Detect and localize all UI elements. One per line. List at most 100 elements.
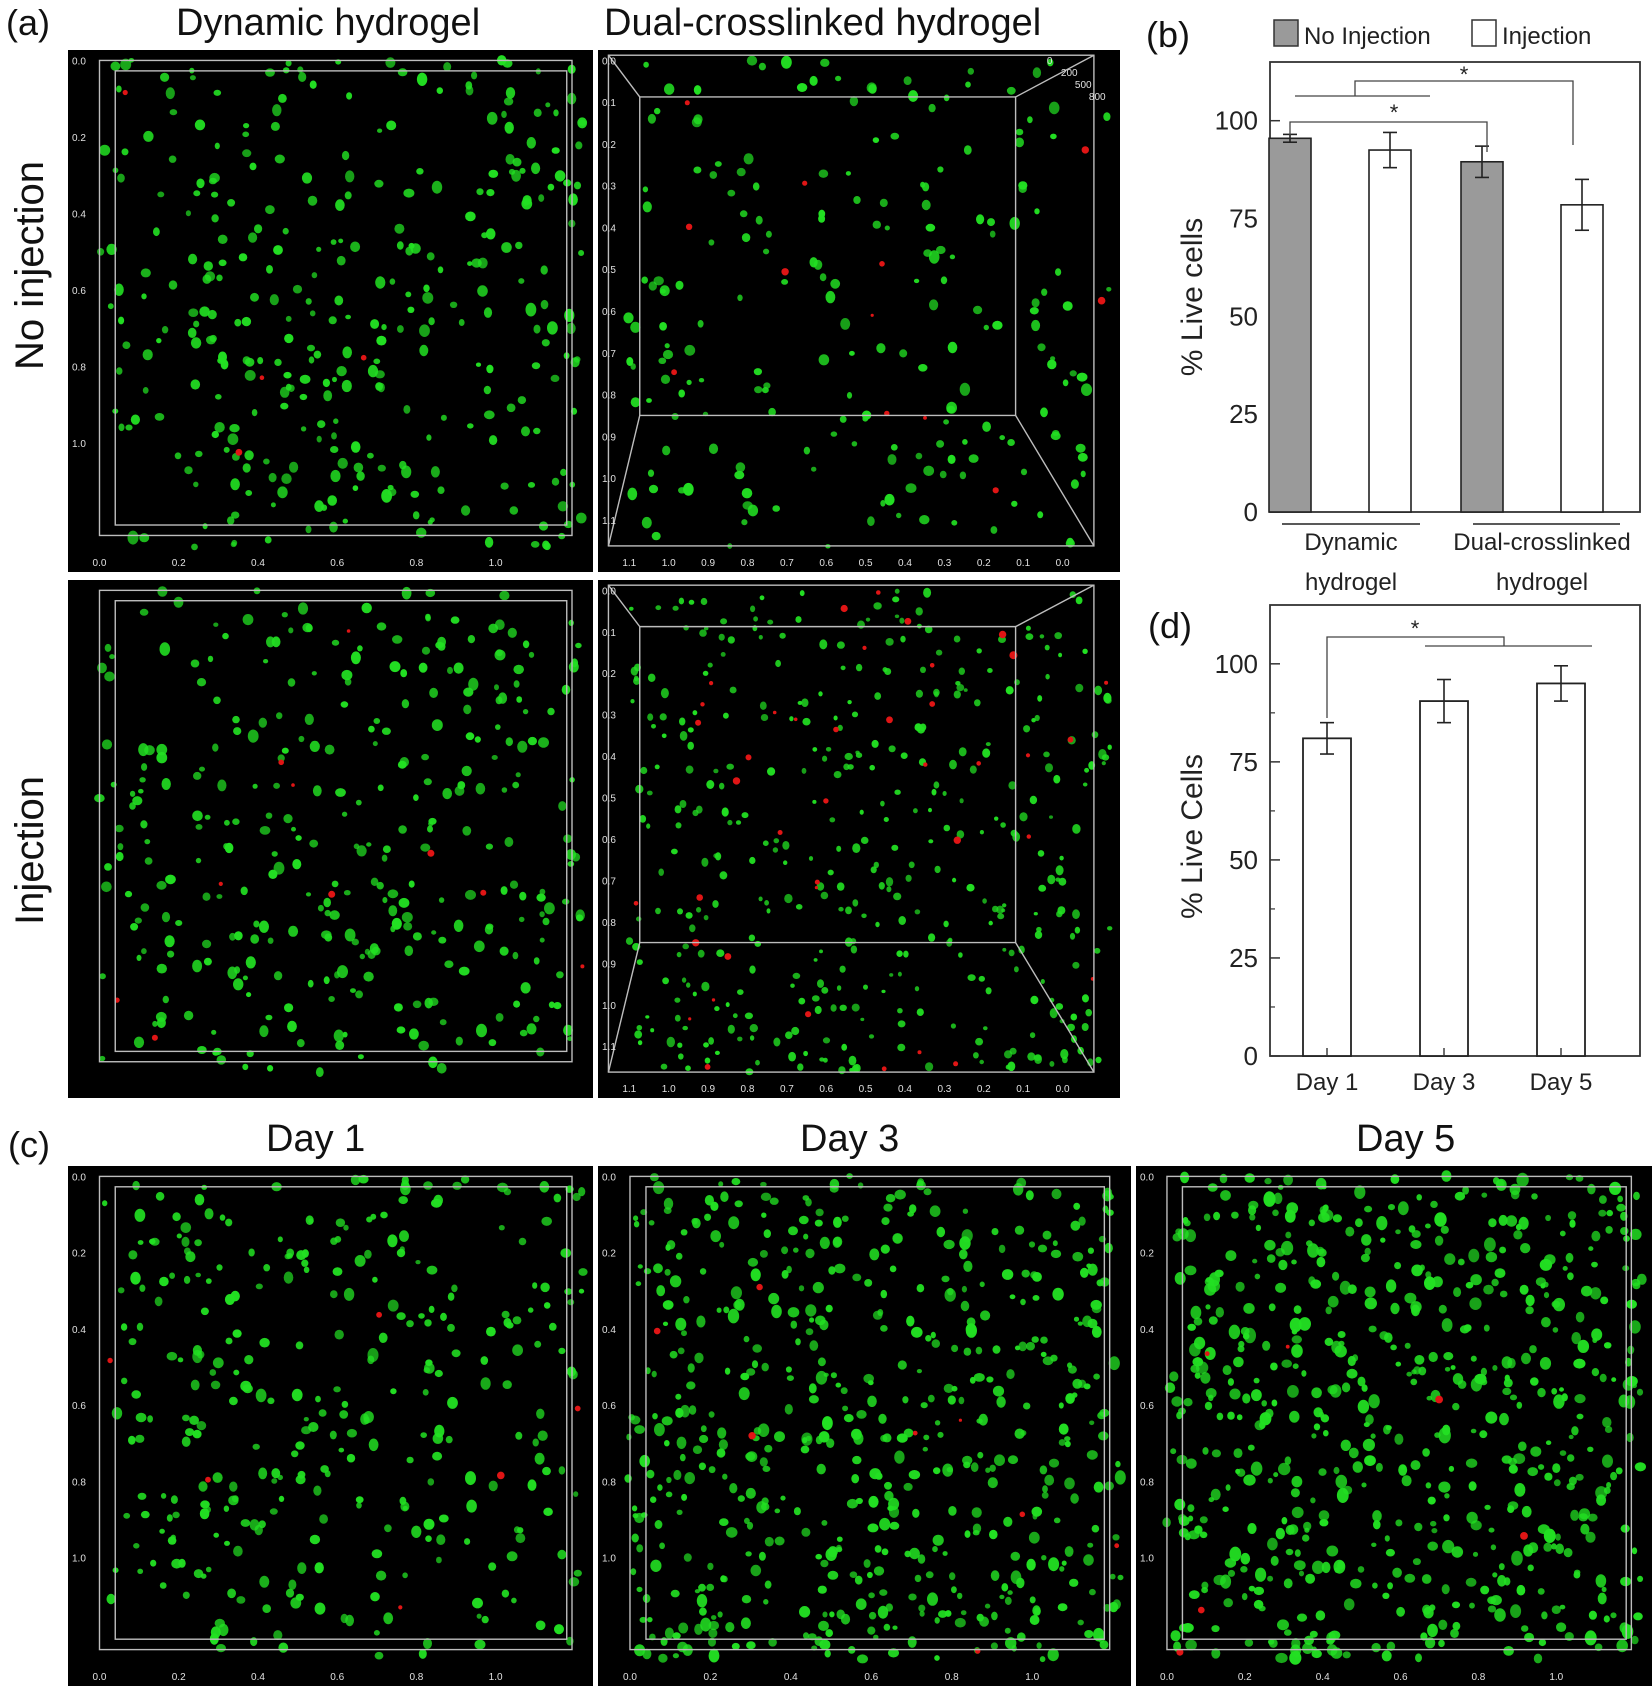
tick-label: 0.6 — [1394, 1672, 1408, 1683]
y-tick-label: 25 — [1229, 943, 1258, 973]
tick-label: 0.7 — [780, 1084, 794, 1095]
tick-label: 0.3 — [937, 558, 951, 569]
tick-label: 1.0 — [72, 1554, 86, 1565]
micrograph-dual-no-injection: 0.0 0.1 0.2 0.3 0.4 0.5 0.6 0.7 0.8 0.9 1.0 1.1 1.1 1… — [598, 50, 1120, 572]
row-label-injection: Injection — [8, 776, 52, 925]
tick-label: 1.0 — [489, 1672, 503, 1683]
tick-label: 1.0 — [489, 558, 503, 569]
tick-label: 0.2 — [602, 1249, 616, 1260]
tick-label: 1.0 — [662, 558, 676, 569]
tick-label: 0.2 — [172, 558, 186, 569]
y-tick-label: 0 — [1244, 497, 1258, 527]
volume-box — [607, 584, 1095, 1073]
tick-label: 0.2 — [703, 1672, 717, 1683]
y-tick-label: 75 — [1229, 204, 1258, 234]
tick-label: 0.2 — [977, 1084, 991, 1095]
y-tick-label: 100 — [1215, 649, 1258, 679]
tick-label: 1.1 — [622, 1084, 636, 1095]
bar — [1268, 137, 1312, 513]
group-label-dynamic-2: hydrogel — [1305, 569, 1397, 596]
tick-label: 0.5 — [602, 265, 616, 276]
col-title-dual: Dual-crosslinked hydrogel — [604, 2, 1042, 44]
cells-dead — [114, 629, 585, 1041]
confocal-image: 0.0 0.2 0.4 0.6 0.8 1.0 0.0 0.2 0.4 0.6 0.8 1.0 — [1136, 1166, 1652, 1686]
tick-label: 0.8 — [72, 363, 86, 374]
tick-label: 0.6 — [864, 1672, 878, 1683]
tick-label: 0.4 — [251, 558, 265, 569]
tick-label: 0.9 — [701, 558, 715, 569]
micrograph-dynamic-no-injection: 0.0 0.2 0.4 0.6 0.8 1.0 0.0 0.2 0.4 0.6 0.8 1.0 — [68, 50, 593, 572]
volume-box — [607, 54, 1095, 547]
confocal-image: 0.0 0.2 0.4 0.6 0.8 1.0 0.0 0.2 0.4 0.6 0.8 1.0 — [598, 1166, 1131, 1686]
tick-label: 1.1 — [602, 516, 616, 527]
axis-ticks: 0.0 0.2 0.4 0.6 0.8 1.0 0.0 0.2 0.4 0.6 0.8 1.0 — [1140, 1172, 1564, 1683]
tick-label: 0.4 — [602, 224, 616, 235]
tick-label: 0.1 — [602, 98, 616, 109]
tick-label: 0.4 — [784, 1672, 798, 1683]
significance-star: * — [1411, 616, 1420, 641]
tick-label: 0.8 — [602, 391, 616, 402]
tick-label: 0.8 — [1471, 1672, 1485, 1683]
legend-label-injection: Injection — [1502, 23, 1591, 50]
cells-dead — [671, 100, 1106, 494]
tick-label: 0.0 — [93, 1672, 107, 1683]
tick-label: 0.2 — [1238, 1672, 1252, 1683]
tick-label: 0.2 — [72, 1249, 86, 1260]
volume-box — [98, 1175, 573, 1651]
tick-label: 0.6 — [72, 1401, 86, 1412]
tick-label: 0.8 — [602, 918, 616, 929]
tick-label: 0.9 — [701, 1084, 715, 1095]
tick-label: 0.6 — [819, 1084, 833, 1095]
tick-label: 0.6 — [602, 307, 616, 318]
chart-b-live-cells: No Injection Injection 0 25 50 75 100 % Live ce… — [1176, 19, 1641, 596]
tick-label: 0.3 — [602, 182, 616, 193]
significance-star-2: * — [1460, 62, 1469, 87]
y-tick-label: 50 — [1229, 845, 1258, 875]
tick-label: 0.4 — [602, 752, 616, 763]
tick-label: 0.6 — [602, 835, 616, 846]
tick-label: 0.6 — [330, 558, 344, 569]
panel-label-b: (b) — [1146, 14, 1190, 55]
tick-label: 0.4 — [251, 1672, 265, 1683]
tick-label: 0.6 — [819, 558, 833, 569]
group-label-dual-2: hydrogel — [1496, 569, 1588, 596]
tick-label: 0.5 — [602, 794, 616, 805]
panel-label-a: (a) — [6, 2, 50, 43]
tick-label: 0.6 — [330, 1672, 344, 1683]
legend-swatch-no-injection — [1273, 19, 1299, 47]
tick-label: 0.2 — [977, 558, 991, 569]
chart-d-live-cells-days: 0 25 50 75 100 % Live Cells Day 1 Day 3 Day 5 * — [1176, 604, 1641, 1096]
y-tick-label: 50 — [1229, 301, 1258, 331]
tick-label: 0.0 — [93, 558, 107, 569]
volume-box — [629, 1175, 1111, 1651]
axis-ticks: 0.0 0.2 0.4 0.6 0.8 1.0 0.0 0.2 0.4 0.6 0.8 1.0 — [602, 1172, 1040, 1683]
confocal-image — [68, 580, 593, 1098]
tick-label: 0.1 — [1016, 1084, 1030, 1095]
tick-label: 0.4 — [1140, 1325, 1154, 1336]
tick-label: 1.0 — [1549, 1672, 1563, 1683]
tick-label: 0.0 — [72, 56, 86, 67]
micrograph-dynamic-injection — [68, 580, 593, 1098]
tick-label: 0.3 — [937, 1084, 951, 1095]
significance-bracket — [1326, 636, 1592, 718]
volume-box — [98, 589, 573, 1063]
tick-label: 0.9 — [602, 432, 616, 443]
tick-label: 0.2 — [602, 140, 616, 151]
tick-label: 1.0 — [602, 474, 616, 485]
significance-brackets — [1289, 80, 1574, 152]
bar — [1419, 700, 1469, 1057]
depth-tick-label: 200 — [1061, 68, 1078, 79]
cells-live — [102, 1174, 588, 1660]
tick-label: 0.1 — [1016, 558, 1030, 569]
bar — [1302, 737, 1352, 1057]
tick-label: 0.0 — [1056, 558, 1070, 569]
depth-tick-label: 800 — [1089, 92, 1106, 103]
tick-label: 0.0 — [1140, 1172, 1154, 1183]
day3-title: Day 3 — [800, 1118, 900, 1160]
cells-dead — [1176, 1344, 1528, 1656]
bar — [1460, 160, 1504, 513]
panel-label-d: (d) — [1148, 605, 1192, 646]
tick-label: 0.7 — [602, 349, 616, 360]
tick-label: 0.0 — [602, 586, 616, 597]
tick-label: 1.0 — [1025, 1672, 1039, 1683]
